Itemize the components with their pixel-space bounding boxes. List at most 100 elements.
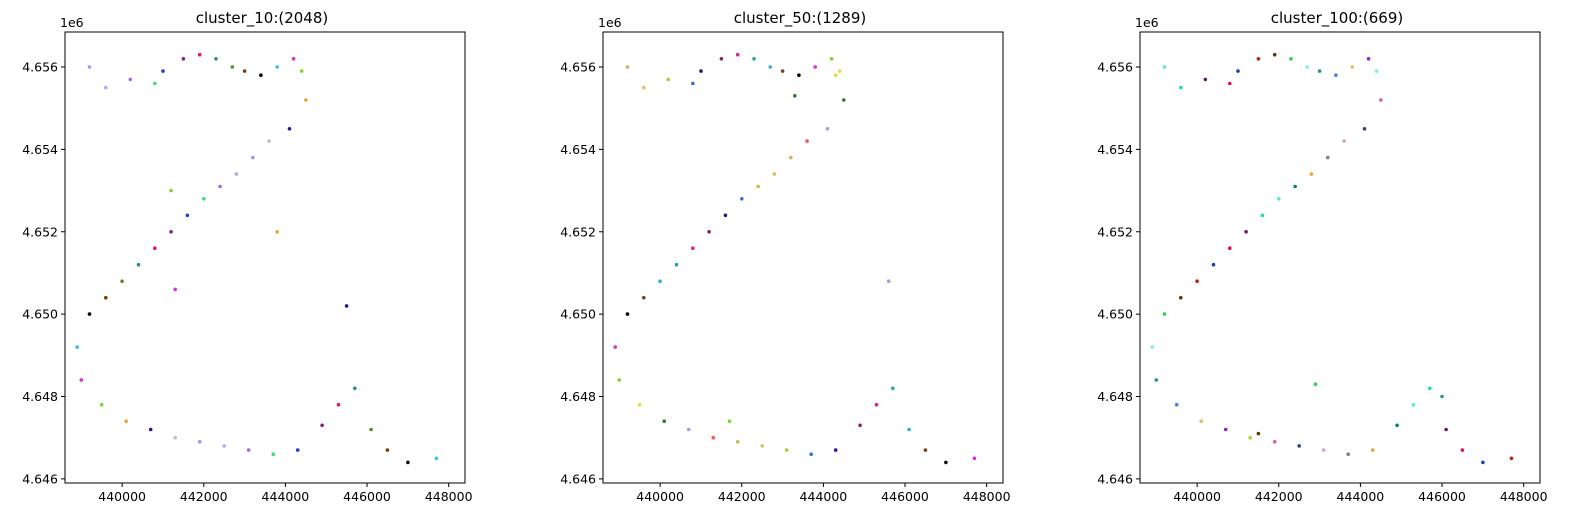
scatter-point bbox=[304, 98, 308, 102]
scatter-point bbox=[161, 69, 165, 73]
scatter-point bbox=[1293, 184, 1297, 189]
scatter-point bbox=[891, 386, 895, 391]
scatter-point bbox=[637, 402, 642, 407]
scatter-point bbox=[1179, 295, 1183, 300]
scatter-point bbox=[230, 65, 235, 69]
scatter-point bbox=[136, 262, 141, 267]
subplot-2-title: cluster_50:(1289) bbox=[734, 9, 867, 28]
scatter-point bbox=[1346, 452, 1350, 457]
scatter-point bbox=[907, 427, 911, 432]
scatter-point bbox=[1203, 77, 1208, 82]
scatter-point bbox=[752, 57, 756, 61]
scatter-point bbox=[222, 444, 226, 448]
subplot-3-y-axis: 4.646 4.648 4.650 4.652 4.654 4.656 bbox=[1097, 60, 1140, 486]
scatter-point bbox=[1481, 460, 1485, 465]
scatter-point bbox=[625, 65, 630, 69]
scatter-point bbox=[87, 65, 92, 69]
y-tick-label: 4.654 bbox=[22, 142, 58, 157]
scatter-point bbox=[267, 139, 271, 143]
scatter-point bbox=[169, 230, 173, 234]
scatter-point bbox=[658, 279, 662, 284]
x-tick-label: 446000 bbox=[1418, 489, 1466, 504]
subplot-1-points bbox=[75, 52, 439, 465]
subplot-2-y-axis: 4.646 4.648 4.650 4.652 4.654 4.656 bbox=[560, 60, 603, 486]
scatter-point bbox=[780, 69, 785, 73]
scatter-point bbox=[1362, 127, 1367, 131]
scatter-point bbox=[218, 184, 222, 189]
scatter-point bbox=[1199, 419, 1203, 424]
scatter-point bbox=[353, 386, 357, 391]
scatter-point bbox=[1313, 382, 1318, 387]
scatter-point bbox=[336, 402, 341, 407]
scatter-point bbox=[707, 230, 711, 234]
subplot-3-points bbox=[1150, 52, 1514, 465]
scatter-point bbox=[1379, 98, 1383, 102]
scatter-point bbox=[104, 295, 108, 300]
scatter-point bbox=[148, 427, 153, 432]
scatter-point bbox=[1162, 65, 1167, 69]
y-tick-label: 4.648 bbox=[1097, 389, 1133, 404]
scatter-point bbox=[874, 402, 879, 407]
scatter-point bbox=[735, 440, 740, 444]
y-tick-label: 4.654 bbox=[560, 142, 596, 157]
scatter-point bbox=[1179, 85, 1183, 90]
scatter-point bbox=[197, 440, 202, 444]
scatter-point bbox=[1256, 57, 1261, 61]
scatter-point bbox=[625, 312, 630, 316]
scatter-point bbox=[691, 246, 695, 250]
y-tick-label: 4.646 bbox=[560, 471, 596, 486]
scatter-point bbox=[173, 287, 177, 292]
scatter-point bbox=[1162, 312, 1167, 316]
x-tick-label: 448000 bbox=[425, 489, 473, 504]
scatter-point bbox=[104, 85, 108, 90]
subplot-3: cluster_100:(669) 1e6 440000 442000 444000… bbox=[1097, 9, 1547, 504]
y-tick-label: 4.646 bbox=[1097, 471, 1133, 486]
scatter-point bbox=[1444, 427, 1448, 432]
scatter-point bbox=[886, 279, 891, 284]
scatter-point bbox=[662, 419, 666, 424]
subplot-1-y-axis: 4.646 4.648 4.650 4.652 4.654 4.656 bbox=[22, 60, 65, 486]
y-tick-label: 4.650 bbox=[22, 307, 58, 322]
x-tick-label: 448000 bbox=[963, 489, 1011, 504]
x-tick-label: 444000 bbox=[800, 489, 848, 504]
scatter-point bbox=[972, 456, 977, 461]
y-tick-label: 4.652 bbox=[22, 224, 58, 239]
scatter-point bbox=[434, 456, 439, 461]
scatter-point bbox=[613, 345, 617, 349]
y-tick-label: 4.656 bbox=[560, 60, 596, 75]
y-tick-label: 4.648 bbox=[22, 389, 58, 404]
scatter-point bbox=[813, 65, 817, 69]
scatter-point bbox=[128, 77, 133, 82]
scatter-point bbox=[833, 73, 838, 77]
scatter-point bbox=[723, 213, 728, 218]
scatter-point bbox=[1411, 402, 1416, 407]
scatter-point bbox=[1277, 197, 1281, 201]
scatter-point bbox=[1317, 69, 1322, 73]
scatter-point bbox=[1195, 279, 1199, 284]
scatter-point bbox=[699, 69, 703, 73]
scatter-point bbox=[1236, 69, 1240, 73]
scatter-point bbox=[234, 172, 239, 176]
subplot-2-y-offset-label: 1e6 bbox=[598, 15, 622, 30]
scatter-point bbox=[1366, 57, 1371, 61]
subplot-1: cluster_10:(2048) 1e6 440000 442000 444000… bbox=[22, 9, 472, 504]
scatter-point bbox=[1289, 57, 1293, 61]
y-tick-label: 4.656 bbox=[1097, 60, 1133, 75]
scatter-point bbox=[923, 448, 928, 452]
scatter-point bbox=[299, 69, 304, 73]
scatter-point bbox=[153, 246, 157, 250]
x-tick-label: 446000 bbox=[343, 489, 391, 504]
scatter-point bbox=[642, 85, 646, 90]
x-tick-label: 446000 bbox=[881, 489, 929, 504]
scatter-point bbox=[760, 444, 764, 448]
scatter-point bbox=[99, 402, 104, 407]
scatter-point bbox=[1174, 402, 1179, 407]
x-tick-label: 442000 bbox=[718, 489, 766, 504]
scatter-point bbox=[617, 378, 622, 382]
scatter-point bbox=[369, 427, 373, 432]
scatter-point bbox=[75, 345, 79, 349]
scatter-point bbox=[275, 65, 280, 69]
y-tick-label: 4.656 bbox=[22, 60, 58, 75]
scatter-point bbox=[691, 81, 695, 86]
